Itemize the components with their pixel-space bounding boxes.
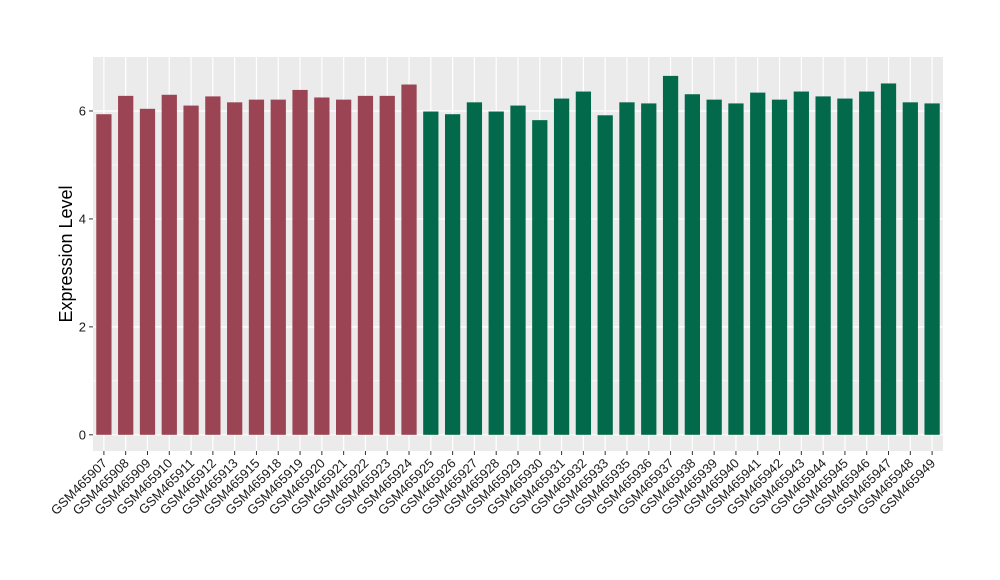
- bar: [880, 83, 897, 435]
- bar: [227, 102, 243, 435]
- bar: [401, 84, 417, 435]
- bar: [641, 103, 657, 435]
- bar: [771, 99, 788, 435]
- bar: [183, 105, 199, 435]
- bar: [859, 91, 875, 435]
- bar: [292, 89, 308, 435]
- bar: [205, 96, 221, 435]
- axes: 0246GSM465907GSM465908GSM465909GSM465910…: [48, 103, 938, 517]
- bar: [902, 102, 918, 435]
- bar: [357, 95, 374, 435]
- bar: [597, 115, 613, 435]
- bar: [96, 114, 112, 435]
- bar: [379, 95, 395, 435]
- bar: [728, 103, 744, 435]
- bar: [575, 91, 592, 435]
- y-axis-title: Expression Level: [56, 185, 76, 322]
- y-tick-label: 0: [79, 427, 86, 442]
- y-tick-label: 4: [79, 211, 86, 226]
- bar: [706, 99, 722, 435]
- bar: [815, 96, 831, 435]
- bar: [750, 92, 766, 435]
- bar: [553, 98, 570, 435]
- bar: [662, 75, 679, 435]
- bar: [684, 94, 700, 435]
- bar: [139, 108, 156, 435]
- bar: [270, 99, 286, 435]
- bar: [423, 111, 439, 435]
- bar: [248, 99, 265, 435]
- bar: [314, 97, 330, 435]
- bar: [444, 114, 461, 435]
- y-tick-label: 2: [79, 319, 86, 334]
- bar: [510, 105, 526, 435]
- bar: [336, 99, 352, 435]
- bars: [96, 75, 940, 435]
- bar: [161, 94, 177, 435]
- bar: [619, 102, 635, 435]
- bar: [118, 95, 134, 435]
- bar: [466, 102, 483, 435]
- bar: [793, 91, 809, 435]
- y-tick-label: 6: [79, 103, 86, 118]
- bar: [837, 98, 853, 435]
- bar: [532, 120, 548, 435]
- bar: [924, 103, 940, 435]
- bar: [488, 111, 504, 435]
